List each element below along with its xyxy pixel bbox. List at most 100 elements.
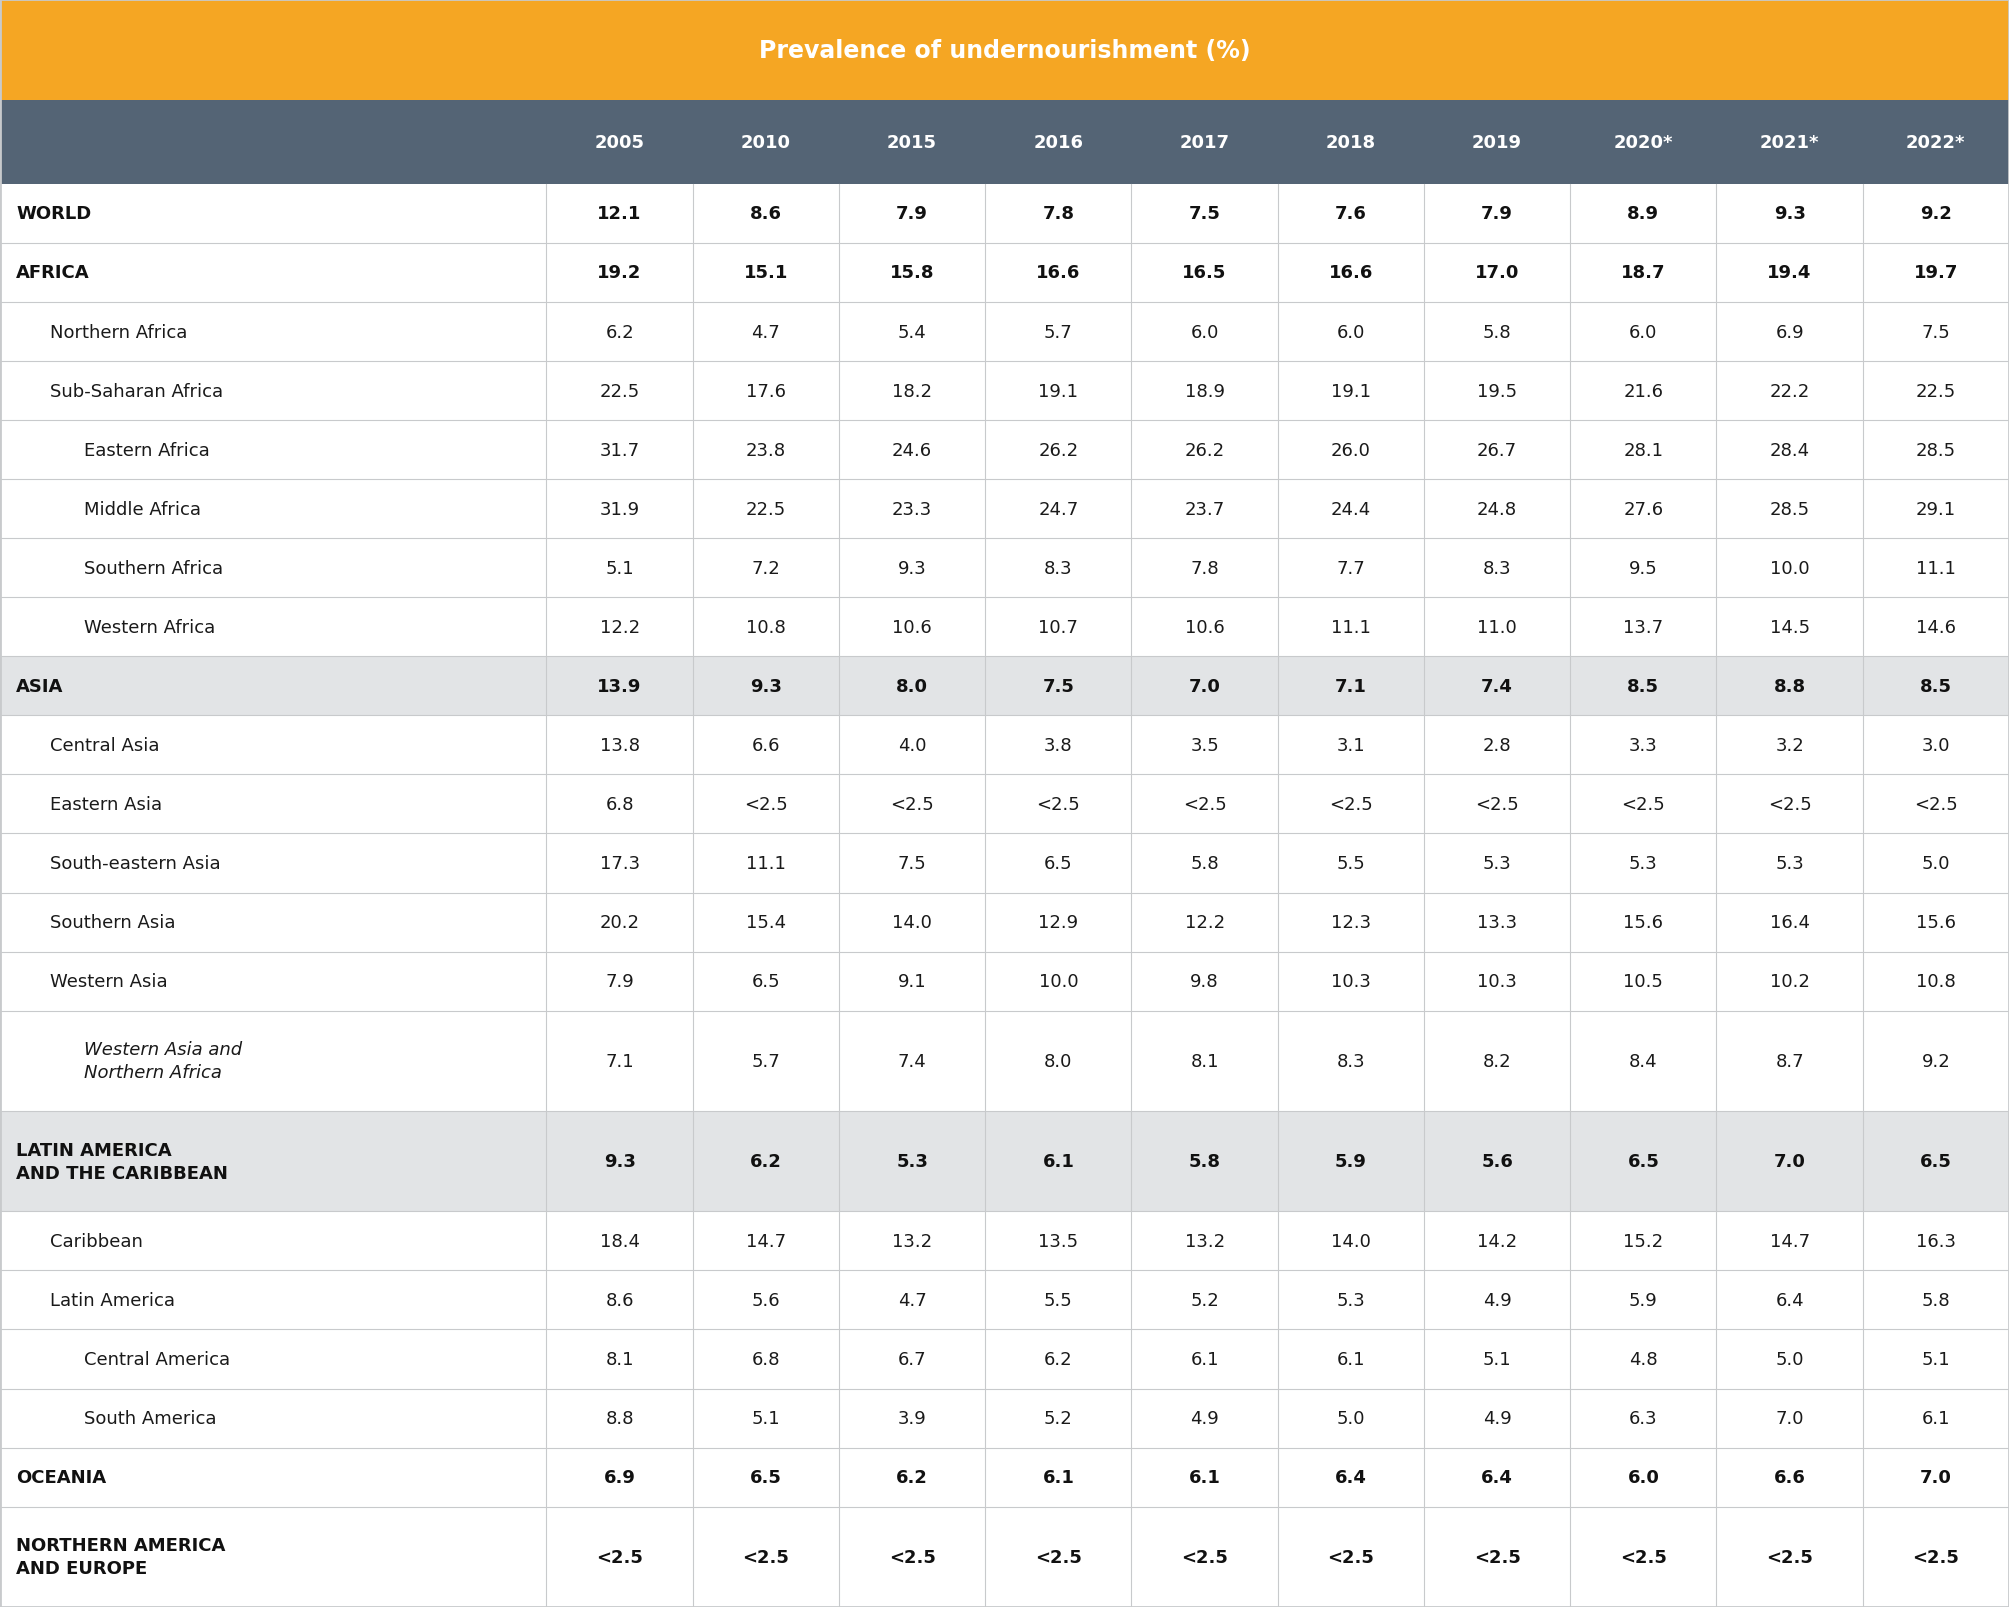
Text: 6.0: 6.0	[1191, 323, 1219, 341]
Text: LATIN AMERICA
AND THE CARIBBEAN: LATIN AMERICA AND THE CARIBBEAN	[16, 1141, 227, 1181]
Text: <2.5: <2.5	[1181, 1548, 1227, 1565]
Text: 8.0: 8.0	[1045, 1053, 1073, 1070]
Text: 5.3: 5.3	[1776, 855, 1804, 873]
Text: 7.9: 7.9	[1481, 206, 1513, 223]
Text: 8.7: 8.7	[1776, 1053, 1804, 1070]
Text: 19.1: 19.1	[1330, 382, 1370, 400]
Text: 5.6: 5.6	[1481, 1152, 1513, 1170]
Text: 28.5: 28.5	[1917, 442, 1957, 460]
Text: 26.7: 26.7	[1477, 442, 1517, 460]
Text: 2.8: 2.8	[1483, 736, 1511, 754]
Bar	[0, 538, 2009, 598]
Text: 27.6: 27.6	[1623, 500, 1663, 519]
Bar	[0, 1388, 2009, 1448]
Text: 15.2: 15.2	[1623, 1233, 1663, 1250]
Text: 5.4: 5.4	[898, 323, 926, 341]
Text: 10.2: 10.2	[1770, 972, 1810, 990]
Text: 26.2: 26.2	[1185, 442, 1225, 460]
Text: 5.1: 5.1	[751, 1409, 779, 1427]
Text: <2.5: <2.5	[1330, 795, 1372, 813]
Text: 10.8: 10.8	[745, 619, 786, 636]
Text: 5.3: 5.3	[896, 1152, 928, 1170]
Text: 9.1: 9.1	[898, 972, 926, 990]
Text: <2.5: <2.5	[743, 1548, 790, 1565]
Text: 5.9: 5.9	[1334, 1152, 1366, 1170]
Text: 10.6: 10.6	[892, 619, 932, 636]
Bar	[0, 1271, 2009, 1329]
Text: 8.3: 8.3	[1336, 1053, 1366, 1070]
Text: 2016: 2016	[1033, 133, 1083, 153]
Text: 7.0: 7.0	[1189, 678, 1221, 696]
Text: 5.6: 5.6	[751, 1290, 779, 1310]
Text: 5.3: 5.3	[1629, 855, 1657, 873]
Text: 15.6: 15.6	[1623, 913, 1663, 932]
Text: 6.4: 6.4	[1481, 1469, 1513, 1486]
Text: Middle Africa: Middle Africa	[84, 500, 201, 519]
Text: <2.5: <2.5	[890, 795, 934, 813]
Text: 5.2: 5.2	[1045, 1409, 1073, 1427]
Text: 18.9: 18.9	[1185, 382, 1225, 400]
Text: 9.3: 9.3	[1774, 206, 1806, 223]
Text: 7.5: 7.5	[898, 855, 926, 873]
Text: 5.0: 5.0	[1776, 1350, 1804, 1368]
Text: Eastern Africa: Eastern Africa	[84, 442, 211, 460]
Text: 17.6: 17.6	[745, 382, 786, 400]
Bar	[0, 1448, 2009, 1507]
Text: 13.3: 13.3	[1477, 913, 1517, 932]
Text: 6.7: 6.7	[898, 1350, 926, 1368]
Text: 19.1: 19.1	[1039, 382, 1079, 400]
Text: <2.5: <2.5	[1475, 1548, 1521, 1565]
Text: NORTHERN AMERICA
AND EUROPE: NORTHERN AMERICA AND EUROPE	[16, 1536, 225, 1578]
Text: <2.5: <2.5	[743, 795, 788, 813]
Text: 7.9: 7.9	[896, 206, 928, 223]
Text: Eastern Asia: Eastern Asia	[50, 795, 163, 813]
Text: 9.3: 9.3	[898, 559, 926, 577]
Bar	[0, 1011, 2009, 1112]
Text: 24.4: 24.4	[1330, 500, 1370, 519]
Text: 9.2: 9.2	[1921, 1053, 1951, 1070]
Text: 3.8: 3.8	[1045, 736, 1073, 754]
Text: 5.2: 5.2	[1189, 1290, 1219, 1310]
Text: 6.4: 6.4	[1334, 1469, 1366, 1486]
Text: 19.4: 19.4	[1768, 264, 1812, 283]
Text: <2.5: <2.5	[1035, 1548, 1081, 1565]
Text: 6.8: 6.8	[751, 1350, 779, 1368]
Bar	[0, 302, 2009, 362]
Text: 16.3: 16.3	[1917, 1233, 1957, 1250]
Text: 5.0: 5.0	[1923, 855, 1951, 873]
Bar	[0, 244, 2009, 302]
Text: 3.9: 3.9	[898, 1409, 926, 1427]
Text: 14.2: 14.2	[1477, 1233, 1517, 1250]
Text: 2021*: 2021*	[1760, 133, 1820, 153]
Text: 5.7: 5.7	[751, 1053, 779, 1070]
Text: 17.3: 17.3	[599, 855, 639, 873]
Text: <2.5: <2.5	[1915, 795, 1957, 813]
Text: 15.4: 15.4	[745, 913, 786, 932]
Bar	[0, 1212, 2009, 1271]
Bar	[0, 598, 2009, 657]
Text: Western Asia: Western Asia	[50, 972, 169, 990]
Text: 3.3: 3.3	[1629, 736, 1657, 754]
Text: 23.8: 23.8	[745, 442, 786, 460]
Text: 4.9: 4.9	[1483, 1409, 1511, 1427]
Text: <2.5: <2.5	[1768, 795, 1812, 813]
Text: 6.2: 6.2	[896, 1469, 928, 1486]
Text: 9.3: 9.3	[603, 1152, 635, 1170]
Text: 6.1: 6.1	[1043, 1469, 1075, 1486]
Text: 6.2: 6.2	[1045, 1350, 1073, 1368]
Bar	[0, 480, 2009, 538]
Text: 7.9: 7.9	[605, 972, 635, 990]
Bar	[0, 715, 2009, 775]
Text: 8.0: 8.0	[896, 678, 928, 696]
Text: 10.5: 10.5	[1623, 972, 1663, 990]
Text: 6.0: 6.0	[1629, 323, 1657, 341]
Text: 14.5: 14.5	[1770, 619, 1810, 636]
Text: 8.3: 8.3	[1483, 559, 1511, 577]
Text: 7.5: 7.5	[1921, 323, 1951, 341]
Text: 7.8: 7.8	[1043, 206, 1075, 223]
Text: 6.5: 6.5	[751, 972, 779, 990]
Text: 26.0: 26.0	[1330, 442, 1370, 460]
Text: Prevalence of undernourishment (%): Prevalence of undernourishment (%)	[759, 39, 1250, 63]
Text: 13.7: 13.7	[1623, 619, 1663, 636]
Text: 5.1: 5.1	[1921, 1350, 1951, 1368]
